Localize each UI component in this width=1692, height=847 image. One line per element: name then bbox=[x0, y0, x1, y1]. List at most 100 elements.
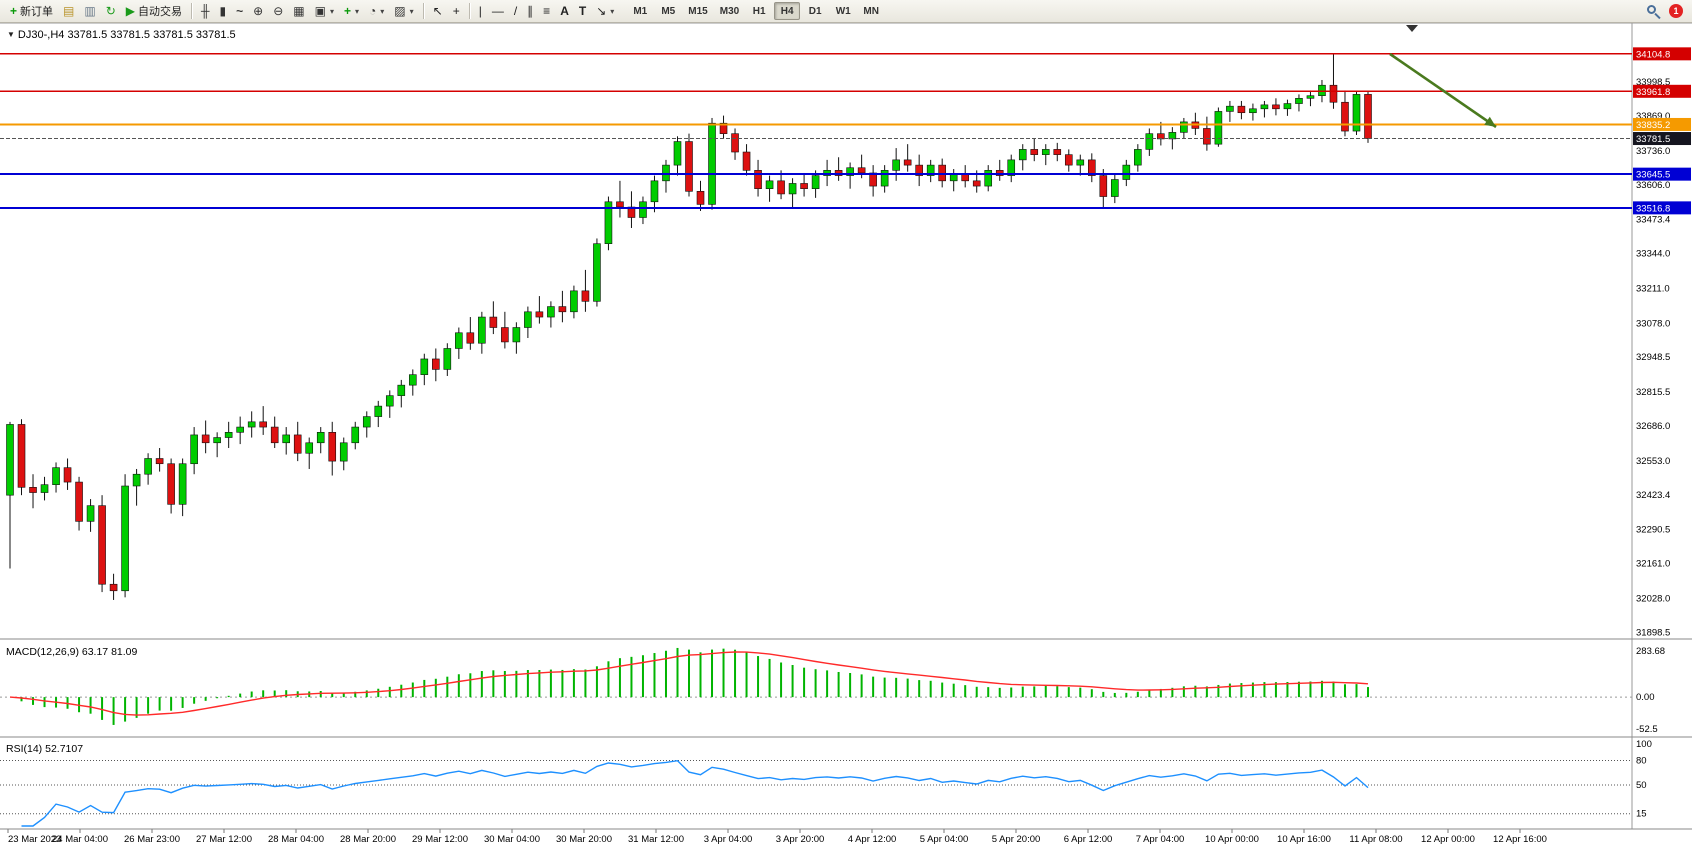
svg-text:34104.8: 34104.8 bbox=[1636, 49, 1670, 60]
candle bbox=[420, 353, 429, 386]
timeframe-h1-button[interactable]: H1 bbox=[746, 2, 772, 20]
timeframe-w1-button[interactable]: W1 bbox=[830, 2, 856, 20]
time-axis-label: 11 Apr 08:00 bbox=[1349, 834, 1402, 845]
svg-text:33961.8: 33961.8 bbox=[1636, 87, 1670, 98]
vline-icon: | bbox=[478, 4, 482, 18]
search-icon-handle bbox=[1654, 12, 1661, 20]
toolbar-left-group: + 新订单 ▤ ▥ ↻ ▶ 自动交易 ╫ ▮ ~ ⊕ ⊖ ▦ ▣ ▾ + ▾ ◔ ▾ ▨ ▾ ↖ + | — / ∥ ≡ A T ↘ ▾ bbox=[5, 2, 619, 21]
candle bbox=[1180, 117, 1188, 139]
price-tag-support-2[interactable]: 33516.8 bbox=[1633, 201, 1691, 215]
search-icon[interactable] bbox=[1645, 3, 1661, 20]
indicators-icon: + bbox=[343, 4, 351, 18]
chart-shift-marker[interactable] bbox=[1406, 25, 1418, 32]
periods-button[interactable]: ◔ ▾ bbox=[364, 2, 389, 21]
trend-arrow-annotation[interactable] bbox=[1389, 52, 1497, 129]
candle bbox=[995, 159, 1004, 181]
candle bbox=[305, 437, 314, 469]
candle bbox=[1352, 91, 1361, 135]
price-axis-label: 32553.0 bbox=[1636, 456, 1670, 467]
candle bbox=[224, 421, 233, 449]
text-button[interactable]: A bbox=[555, 2, 574, 21]
toolbar-separator bbox=[191, 3, 192, 19]
macd-axis-label: 0.00 bbox=[1636, 692, 1655, 703]
fibonacci-button[interactable]: ≡ bbox=[538, 2, 555, 21]
candle bbox=[282, 427, 291, 455]
candle bbox=[949, 169, 958, 192]
candle bbox=[823, 159, 831, 187]
candle bbox=[846, 162, 854, 189]
candle bbox=[650, 175, 659, 213]
timeframe-m30-button[interactable]: M30 bbox=[715, 2, 744, 20]
candle bbox=[1087, 153, 1096, 183]
candle bbox=[742, 144, 751, 176]
price-tag-resistance-1[interactable]: 34104.8 bbox=[1633, 47, 1691, 61]
candle bbox=[1364, 91, 1372, 143]
chart-menu-icon[interactable]: ▼ bbox=[7, 30, 15, 39]
indicators-button[interactable]: + ▾ bbox=[339, 2, 364, 21]
zoom-in-button[interactable]: ⊕ bbox=[248, 2, 268, 21]
candle bbox=[788, 178, 797, 208]
auto-trading-button[interactable]: ▶ 自动交易 bbox=[121, 2, 187, 21]
candle bbox=[259, 406, 267, 435]
rsi-line bbox=[21, 759, 1369, 827]
candle bbox=[1145, 128, 1154, 156]
timeframe-m5-button[interactable]: M5 bbox=[655, 2, 681, 20]
price-tag-resistance-2[interactable]: 33961.8 bbox=[1633, 84, 1691, 98]
refresh-button[interactable]: ↻ bbox=[101, 2, 121, 21]
candle bbox=[892, 148, 900, 181]
arrows-button[interactable]: ↘ ▾ bbox=[591, 2, 619, 21]
time-axis-label: 27 Mar 12:00 bbox=[196, 834, 252, 845]
macd-label: MACD(12,26,9) 63.17 81.09 bbox=[6, 646, 137, 658]
candlestick-chart-button[interactable]: ▮ bbox=[215, 2, 232, 21]
timeframe-m15-button[interactable]: M15 bbox=[683, 2, 712, 20]
zoom-out-button[interactable]: ⊖ bbox=[268, 2, 288, 21]
candle bbox=[478, 311, 486, 354]
market-watch-button[interactable]: ▥ bbox=[79, 2, 100, 21]
candle bbox=[547, 301, 555, 328]
channel-button[interactable]: ∥ bbox=[522, 2, 538, 21]
price-tag-pivot-orange[interactable]: 33835.2 bbox=[1633, 117, 1691, 131]
timeframe-m1-button[interactable]: M1 bbox=[627, 2, 653, 20]
candle bbox=[708, 117, 716, 210]
cursor-icon: ↖ bbox=[432, 4, 443, 18]
price-tag-support-1[interactable]: 33645.5 bbox=[1633, 167, 1691, 181]
timeframe-d1-button[interactable]: D1 bbox=[802, 2, 828, 20]
time-axis-label: 10 Apr 16:00 bbox=[1277, 834, 1331, 845]
tile-windows-button[interactable]: ▦ bbox=[288, 2, 309, 21]
time-axis-label: 5 Apr 04:00 bbox=[920, 834, 969, 845]
cursor-button[interactable]: ↖ bbox=[428, 2, 448, 21]
candle bbox=[121, 474, 129, 598]
auto-trading-icon: ▶ bbox=[125, 4, 135, 18]
new-order-button[interactable]: + 新订单 bbox=[5, 2, 58, 21]
candle bbox=[903, 144, 912, 172]
time-axis-label: 12 Apr 00:00 bbox=[1421, 834, 1475, 845]
price-axis-label: 33344.0 bbox=[1636, 249, 1670, 260]
templates-button[interactable]: ▨ ▾ bbox=[389, 2, 418, 21]
line-chart-button[interactable]: ~ bbox=[231, 2, 248, 21]
channel-icon: ∥ bbox=[527, 4, 534, 18]
price-tag-bid: 33781.5 bbox=[1633, 132, 1691, 146]
chevron-down-icon: ▾ bbox=[409, 6, 414, 16]
price-axis[interactable]: 33998.5 33869.0 33736.0 33606.0 33473.4 33344… bbox=[1636, 77, 1670, 638]
trendline-button[interactable]: / bbox=[509, 2, 522, 21]
timeframe-mn-button[interactable]: MN bbox=[858, 2, 884, 20]
profiles-button[interactable]: ▤ bbox=[58, 2, 79, 21]
price-axis-label: 32948.5 bbox=[1636, 352, 1670, 363]
bar-chart-button[interactable]: ╫ bbox=[196, 2, 215, 21]
horizontal-line-button[interactable]: — bbox=[487, 2, 509, 21]
new-chart-button[interactable]: ▣ ▾ bbox=[310, 2, 339, 21]
time-axis-label: 24 Mar 04:00 bbox=[52, 834, 108, 845]
zoom-out-icon: ⊖ bbox=[273, 4, 284, 18]
notification-badge[interactable]: 1 bbox=[1669, 4, 1683, 18]
price-axis-label: 32028.0 bbox=[1636, 593, 1670, 604]
crosshair-button[interactable]: + bbox=[448, 2, 465, 21]
new-order-label: 新订单 bbox=[20, 6, 54, 18]
timeframe-h4-button[interactable]: H4 bbox=[774, 2, 801, 20]
vertical-line-button[interactable]: | bbox=[474, 2, 487, 21]
candle bbox=[685, 133, 693, 197]
text-label-button[interactable]: T bbox=[574, 2, 591, 21]
candle bbox=[535, 296, 544, 324]
